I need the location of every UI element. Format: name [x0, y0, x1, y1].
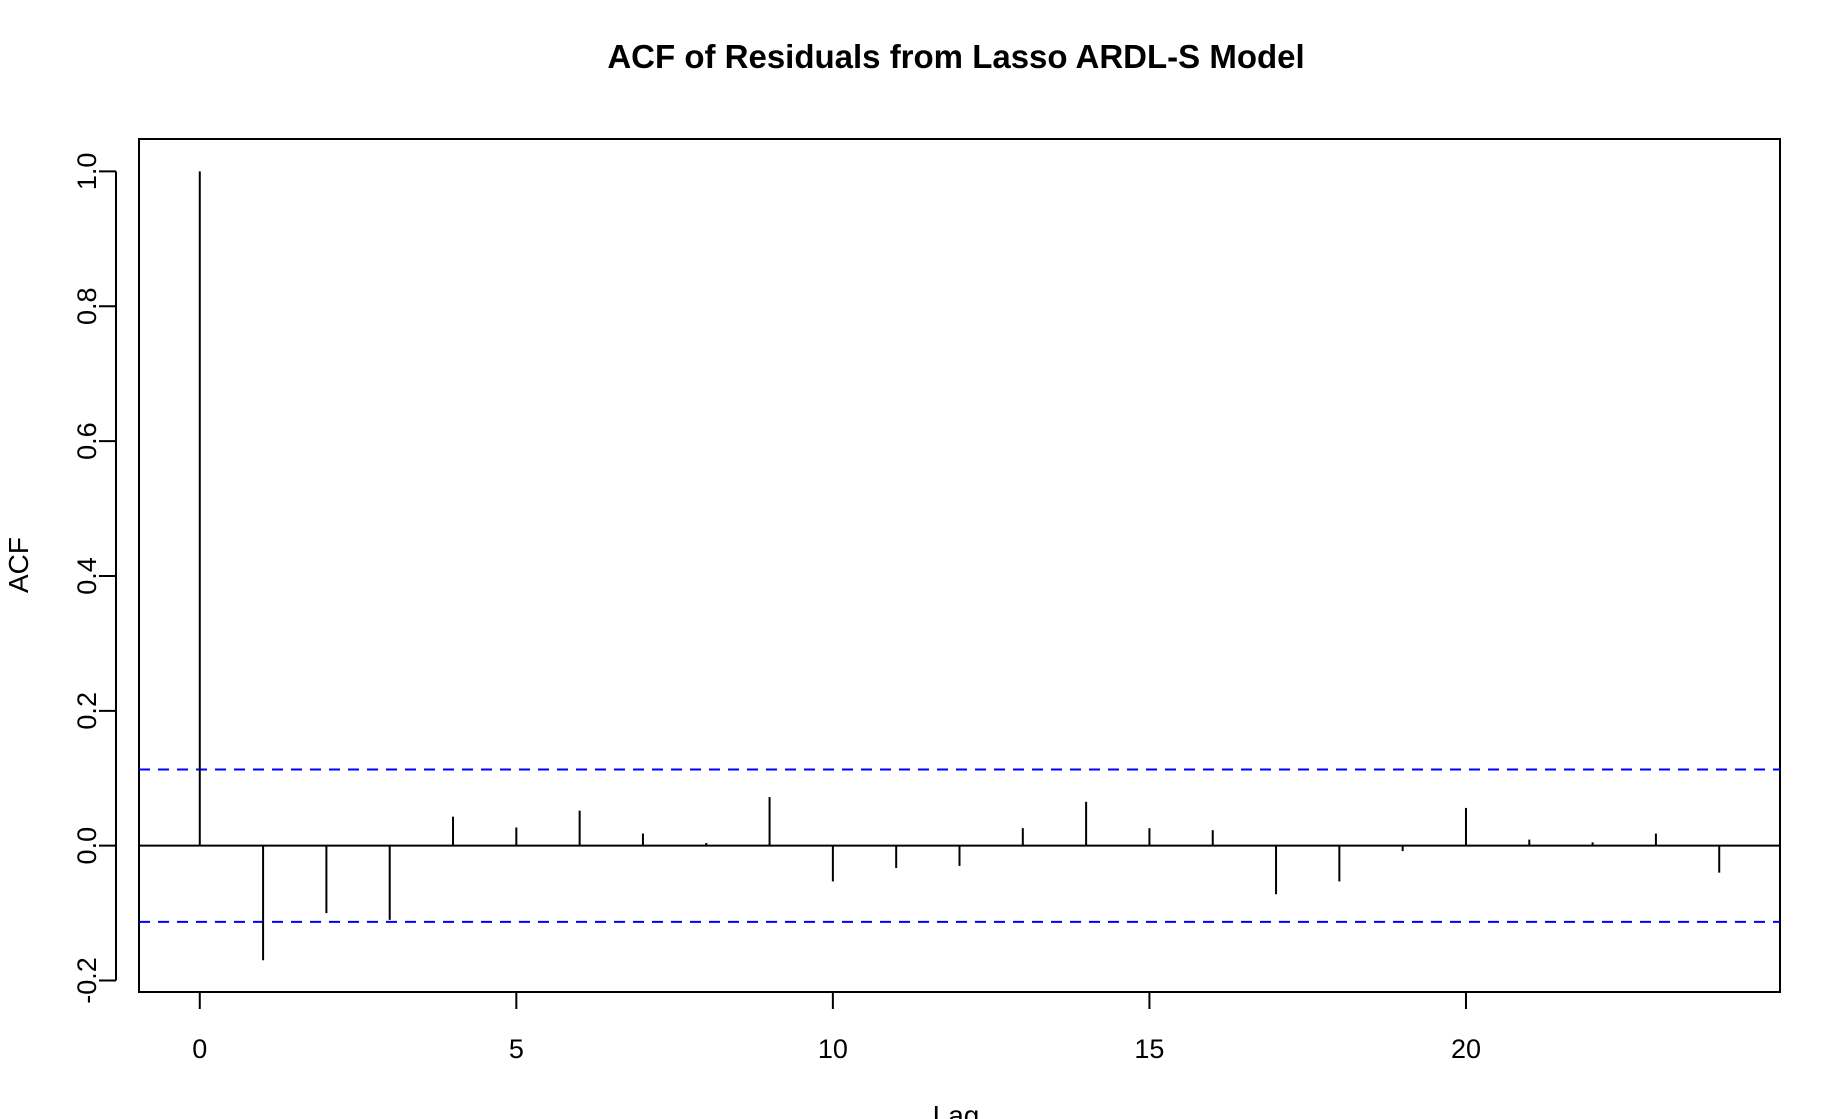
x-tick-label: 0	[192, 1034, 207, 1064]
x-tick-label: 5	[509, 1034, 524, 1064]
y-tick-label: 0.6	[72, 422, 102, 460]
y-axis-label: ACF	[3, 537, 34, 593]
acf-bars	[198, 171, 1721, 961]
y-axis: -0.2 0.0 0.2 0.4 0.6 0.8 1.0	[72, 153, 117, 1004]
y-tick-label: -0.2	[72, 957, 102, 1004]
y-tick-label: 0.2	[72, 692, 102, 730]
y-tick-label: 0.8	[72, 287, 102, 325]
y-tick-label: 0.0	[72, 827, 102, 865]
x-axis-label: Lag	[933, 1100, 980, 1119]
y-tick-label: 1.0	[72, 153, 102, 191]
y-tick-label: 0.4	[72, 557, 102, 595]
x-tick-label: 15	[1134, 1034, 1164, 1064]
chart-title: ACF of Residuals from Lasso ARDL-S Model	[607, 38, 1304, 75]
x-axis: 0 5 10 15 20	[192, 991, 1481, 1064]
x-tick-label: 10	[818, 1034, 848, 1064]
x-tick-label: 20	[1451, 1034, 1481, 1064]
